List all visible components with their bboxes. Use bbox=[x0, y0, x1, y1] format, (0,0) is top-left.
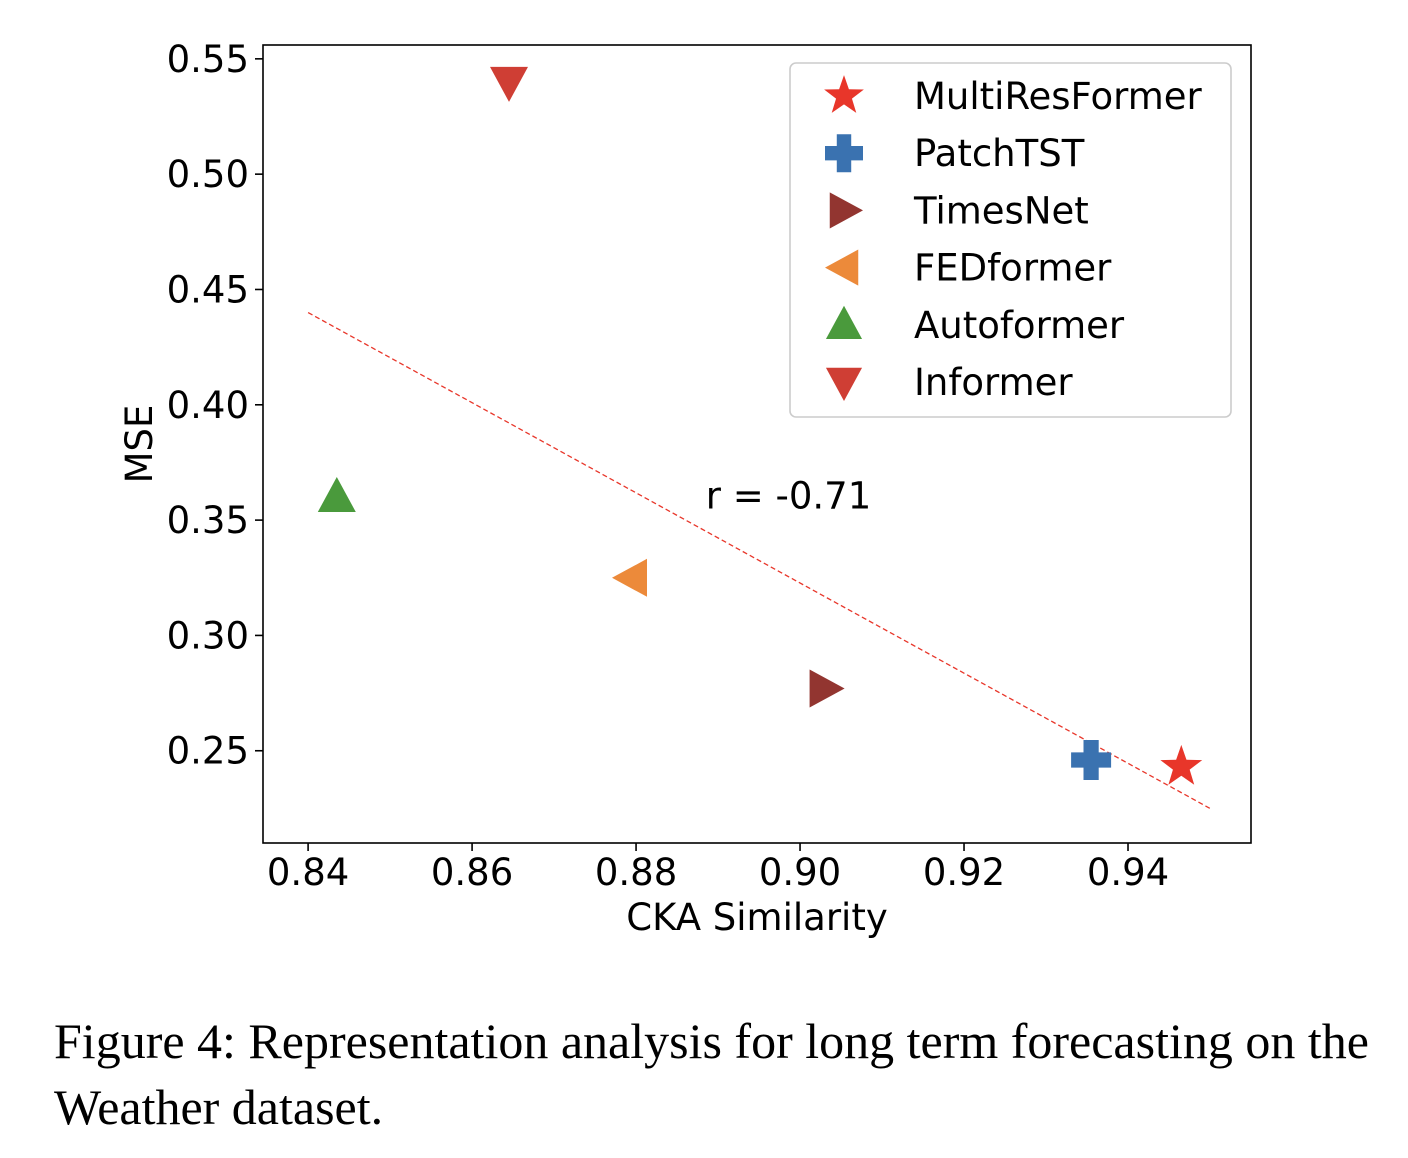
x-tick-label: 0.86 bbox=[431, 851, 513, 894]
legend-label: MultiResFormer bbox=[914, 75, 1202, 118]
point-informer bbox=[490, 66, 528, 102]
x-tick-label: 0.90 bbox=[759, 851, 841, 894]
y-tick-label: 0.50 bbox=[167, 153, 249, 196]
legend-marker bbox=[825, 367, 863, 401]
legend-marker bbox=[825, 134, 863, 173]
y-tick-label: 0.30 bbox=[167, 614, 249, 657]
legend-marker bbox=[825, 305, 863, 340]
figure-caption: Figure 4: Representation analysis for lo… bbox=[54, 1013, 1369, 1135]
legend-label: PatchTST bbox=[914, 132, 1085, 175]
point-patchtst bbox=[1071, 740, 1112, 780]
legend-marker bbox=[824, 75, 864, 113]
scatter-chart: 0.84 0.86 0.88 0.90 0.92 0.94 0.25 0.30 0.35 0.4… bbox=[118, 38, 1252, 939]
legend-frame bbox=[789, 62, 1232, 418]
legend-marker bbox=[829, 192, 863, 229]
y-tick-label: 0.45 bbox=[167, 268, 249, 311]
legend-label: FEDformer bbox=[914, 247, 1112, 290]
point-timesnet bbox=[809, 669, 845, 708]
y-tick-label: 0.55 bbox=[167, 38, 249, 81]
y-tick-label: 0.35 bbox=[167, 499, 249, 542]
x-tick-label: 0.88 bbox=[595, 851, 677, 894]
x-axis: 0.84 0.86 0.88 0.90 0.92 0.94 bbox=[267, 843, 1169, 894]
legend-label: Autoformer bbox=[914, 304, 1125, 347]
x-tick-label: 0.84 bbox=[267, 851, 349, 894]
y-tick-label: 0.25 bbox=[167, 730, 249, 773]
point-fedformer bbox=[612, 558, 647, 597]
legend-label: Informer bbox=[914, 361, 1073, 404]
x-tick-label: 0.92 bbox=[923, 851, 1005, 894]
y-axis: 0.25 0.30 0.35 0.40 0.45 0.50 0.55 bbox=[167, 38, 263, 773]
point-multiresformer bbox=[1160, 744, 1203, 785]
y-axis-label: MSE bbox=[118, 405, 161, 484]
correlation-annotation: r = -0.71 bbox=[706, 475, 871, 518]
legend-marker bbox=[825, 249, 859, 286]
y-tick-label: 0.40 bbox=[167, 384, 249, 427]
point-autoformer bbox=[317, 477, 356, 512]
legend: MultiResFormer PatchTST TimesNet FEDformer A… bbox=[789, 62, 1232, 418]
trend-line bbox=[307, 311, 1211, 809]
plot-frame bbox=[262, 44, 1252, 844]
legend-label: TimesNet bbox=[913, 189, 1089, 232]
x-tick-label: 0.94 bbox=[1087, 851, 1169, 894]
x-axis-label: CKA Similarity bbox=[626, 896, 887, 939]
